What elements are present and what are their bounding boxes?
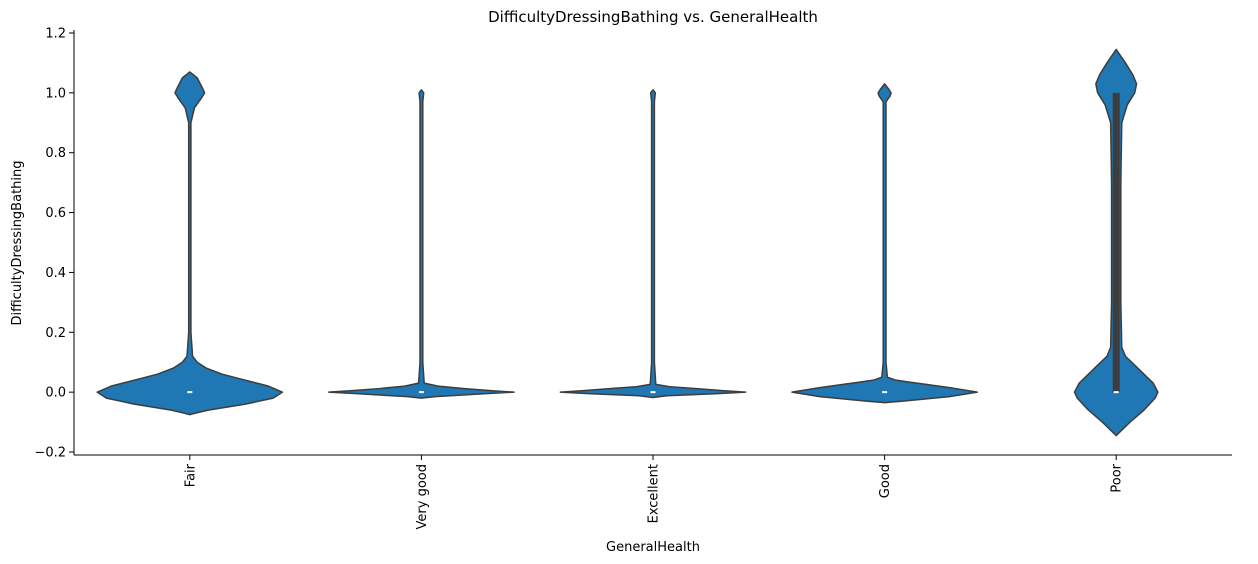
y-axis-ticks: −0.2 0.0 0.2 0.4 0.6 0.8 1.0 1.2 (34, 26, 74, 461)
violin-group (96, 48, 1159, 437)
violin-iqr-box (1112, 92, 1120, 393)
y-tick-label: 0.4 (45, 266, 66, 281)
x-axis-title: GeneralHealth (606, 540, 700, 555)
y-tick-label: 1.0 (45, 86, 66, 101)
violin-body (96, 71, 284, 416)
y-tick-label: 0.2 (45, 326, 66, 341)
x-tick-label: Fair (183, 463, 198, 487)
x-tick-label: Excellent (647, 464, 662, 523)
x-tick-label: Poor (1110, 463, 1125, 492)
y-tick-label: 0.0 (45, 386, 66, 401)
y-tick-label: 0.8 (45, 146, 66, 161)
y-tick-label: 0.6 (45, 206, 66, 221)
x-tick-label: Very good (415, 464, 430, 529)
y-tick-label: 1.2 (45, 26, 66, 41)
chart-title: DifficultyDressingBathing vs. GeneralHea… (488, 8, 818, 26)
y-axis-title: DifficultyDressingBathing (10, 160, 25, 325)
y-tick-label: −0.2 (34, 446, 66, 461)
violin-body (328, 89, 515, 399)
violin-body (559, 89, 747, 399)
x-tick-label: Good (878, 464, 893, 498)
x-axis-ticks: Fair Very good Excellent Good Poor (183, 455, 1125, 529)
violin-body (791, 83, 978, 404)
